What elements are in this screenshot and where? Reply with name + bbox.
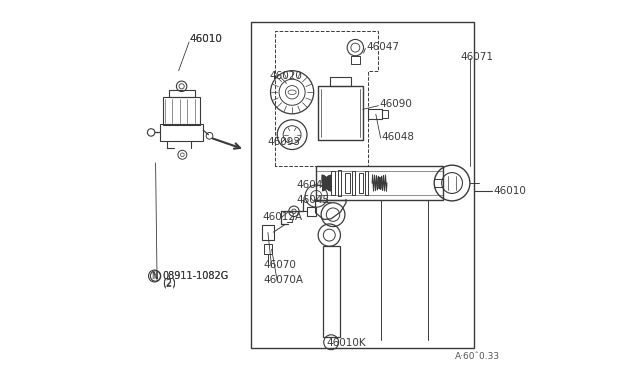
- Bar: [330, 77, 351, 86]
- Text: (2): (2): [163, 278, 176, 288]
- Text: 08911-1082G: 08911-1082G: [163, 271, 228, 281]
- Bar: [168, 90, 195, 97]
- Bar: [365, 171, 367, 195]
- Text: 46020: 46020: [269, 71, 302, 80]
- Bar: [318, 86, 363, 141]
- Text: 46010K: 46010K: [326, 339, 366, 348]
- Text: N: N: [152, 272, 157, 280]
- Bar: [262, 225, 273, 240]
- Text: 46045: 46045: [296, 195, 330, 205]
- Text: (2): (2): [163, 279, 176, 288]
- Text: 46090: 46090: [380, 99, 412, 109]
- Bar: [331, 171, 335, 195]
- Bar: [316, 166, 443, 200]
- Text: 46071: 46071: [461, 52, 493, 61]
- Text: 46010: 46010: [493, 186, 526, 196]
- Bar: [351, 56, 360, 64]
- Text: 46047: 46047: [367, 42, 399, 52]
- Text: 46048: 46048: [381, 132, 414, 142]
- Text: 46070: 46070: [264, 260, 296, 270]
- Text: 46070A: 46070A: [264, 275, 303, 285]
- Bar: [381, 110, 388, 118]
- Bar: [264, 244, 273, 254]
- Bar: [323, 246, 340, 337]
- Bar: [359, 173, 363, 193]
- Bar: [160, 124, 203, 141]
- Bar: [163, 97, 200, 125]
- Text: 46010: 46010: [189, 34, 222, 44]
- Text: 46093: 46093: [267, 137, 300, 147]
- Text: A·60ˆ0.33: A·60ˆ0.33: [455, 352, 500, 361]
- Text: 46045: 46045: [296, 180, 330, 190]
- Text: N: N: [153, 272, 159, 280]
- Bar: [346, 173, 349, 193]
- Text: 46012A: 46012A: [262, 212, 303, 221]
- Bar: [367, 109, 381, 119]
- Bar: [351, 171, 355, 195]
- Text: 08911-1082G: 08911-1082G: [163, 271, 228, 281]
- Bar: [251, 22, 474, 348]
- Bar: [307, 207, 316, 216]
- Bar: [338, 170, 341, 196]
- Text: 46010: 46010: [189, 34, 222, 44]
